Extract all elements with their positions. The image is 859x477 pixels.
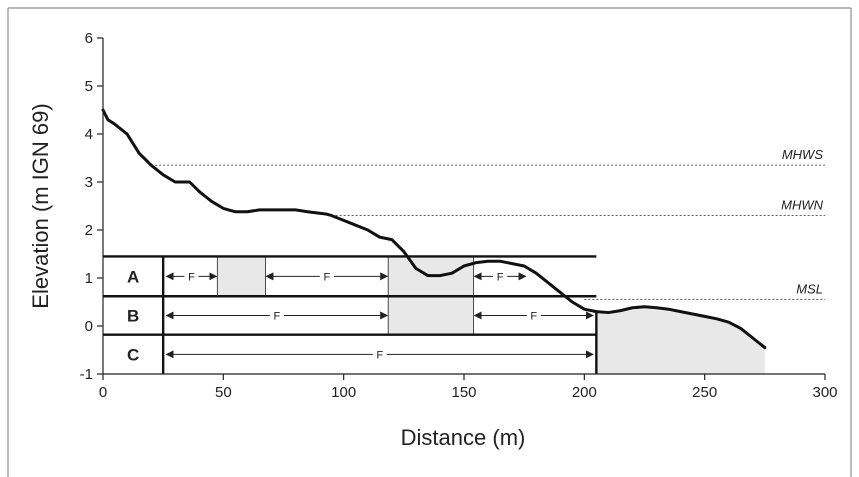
ref-label-msl: MSL <box>796 282 823 297</box>
elevation-profile-line <box>101 108 767 350</box>
reference-levels: MHWS MHWN MSL <box>151 147 825 301</box>
ref-label-mhwn: MHWN <box>781 198 823 213</box>
f-span-b-5: F <box>473 310 594 322</box>
f-span-label: F <box>188 271 195 283</box>
f-span-b-4: F <box>165 310 389 322</box>
f-span-a-3: F <box>473 271 527 283</box>
f-span-label: F <box>274 310 281 322</box>
x-tick-label: 150 <box>451 384 476 401</box>
y-tick-label: -1 <box>80 366 93 383</box>
f-span-a-2: F <box>265 271 389 283</box>
shaded-region-3 <box>596 306 765 374</box>
x-tick-label: 50 <box>215 384 232 401</box>
x-tick-label: 250 <box>692 384 717 401</box>
f-span-label: F <box>530 310 537 322</box>
f-span-a-1: F <box>165 271 218 283</box>
f-span-label: F <box>497 271 504 283</box>
zone-grid: A B C <box>103 255 598 374</box>
y-tick-label: 0 <box>85 318 93 335</box>
f-span-label: F <box>323 271 330 283</box>
x-tick-label: 0 <box>99 384 107 401</box>
y-tick-label: 4 <box>85 126 93 143</box>
shaded-region-1 <box>216 255 266 297</box>
zone-label-c: C <box>127 345 139 364</box>
x-tick-label: 200 <box>572 384 597 401</box>
y-axis-title: Elevation (m IGN 69) <box>28 103 53 308</box>
f-span-label: F <box>376 349 383 361</box>
ref-label-mhws: MHWS <box>782 147 823 162</box>
y-tick-label: 2 <box>85 222 93 239</box>
zone-label-b: B <box>127 306 139 325</box>
y-tick-label: 1 <box>85 270 93 287</box>
y-tick-label: 5 <box>85 78 93 95</box>
y-tick-label: 6 <box>85 30 93 47</box>
x-axis-title: Distance (m) <box>401 425 526 450</box>
f-span-c-6: F <box>165 349 594 361</box>
axes: -1 0 1 2 3 4 5 6 0 50 100 150 200 250 300 <box>80 30 838 401</box>
y-tick-label: 3 <box>85 174 93 191</box>
f-spans: F F F F F F <box>165 271 594 361</box>
x-tick-label: 300 <box>812 384 837 401</box>
x-tick-label: 100 <box>331 384 356 401</box>
zone-label-a: A <box>127 267 139 286</box>
profile-layer <box>101 108 767 350</box>
